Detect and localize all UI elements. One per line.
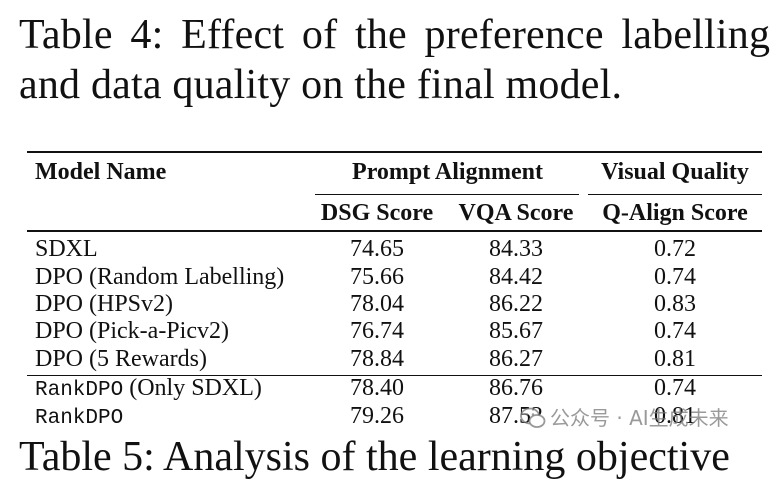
- header-vqa-score: VQA Score: [458, 200, 574, 226]
- table-row-qalign: 0.74: [654, 375, 696, 401]
- table-row-qalign: 0.81: [654, 346, 696, 372]
- table-row-qalign: 0.83: [654, 291, 696, 317]
- table-caption: Table 4: Effect of the preference labell…: [19, 10, 771, 110]
- table-row-dsg: 76.74: [350, 318, 404, 344]
- model-name-suffix: (Only SDXL): [123, 375, 262, 401]
- table-row-dsg: 79.26: [350, 403, 404, 429]
- prompt-alignment-subrule: [315, 194, 579, 195]
- table-row-vqa: 85.67: [489, 318, 543, 344]
- wechat-watermark: 公众号 · AI生成未来: [520, 402, 729, 431]
- watermark-text: 公众号 · AI生成未来: [550, 406, 729, 430]
- table-row-vqa: 84.33: [489, 236, 543, 262]
- table-row-model: DPO (Pick-a-Picv2): [35, 318, 229, 344]
- model-name-mono: RankDPO: [35, 379, 124, 402]
- table-row-qalign: 0.81: [654, 403, 696, 429]
- table-row-model: SDXL: [35, 236, 98, 262]
- caption-line-2: and data quality on the final model.: [19, 62, 623, 108]
- table-row-model: RankDPO (Only SDXL): [35, 374, 262, 405]
- header-dsg-score: DSG Score: [320, 200, 434, 226]
- table-row-model: DPO (HPSv2): [35, 291, 174, 317]
- header-prompt-alignment: Prompt Alignment: [352, 159, 543, 185]
- table-row-vqa: 86.27: [489, 346, 543, 372]
- table-row-qalign: 0.74: [654, 318, 696, 344]
- table-row-dsg: 78.04: [350, 291, 404, 317]
- table-row-dsg: 78.40: [350, 375, 404, 401]
- next-table-caption: Table 5: Analysis of the learning object…: [19, 434, 730, 480]
- header-visual-quality: Visual Quality: [601, 159, 749, 185]
- wechat-icon: [520, 407, 546, 429]
- table-row-vqa: 84.42: [489, 264, 543, 290]
- table-group-rule: [27, 375, 762, 376]
- header-model-name: Model Name: [35, 159, 167, 185]
- visual-quality-subrule: [588, 194, 762, 195]
- table-row-model: DPO (5 Rewards): [35, 346, 207, 372]
- table-top-rule: [27, 151, 762, 153]
- model-name-mono: RankDPO: [35, 407, 124, 430]
- table-row-model: RankDPO: [35, 402, 123, 433]
- table-row-dsg: 75.66: [350, 264, 404, 290]
- table-row-qalign: 0.72: [654, 236, 696, 262]
- table-header-rule: [27, 230, 762, 232]
- header-qalign-score: Q-Align Score: [602, 200, 748, 226]
- table-row-model: DPO (Random Labelling): [35, 264, 285, 290]
- table-row-qalign: 0.74: [654, 264, 696, 290]
- table-row-vqa: 86.76: [489, 375, 543, 401]
- table-row-vqa: 86.22: [489, 291, 543, 317]
- caption-line-1: Table 4: Effect of the preference labell…: [19, 12, 771, 58]
- table-row-dsg: 78.84: [350, 346, 404, 372]
- table-row-dsg: 74.65: [350, 236, 404, 262]
